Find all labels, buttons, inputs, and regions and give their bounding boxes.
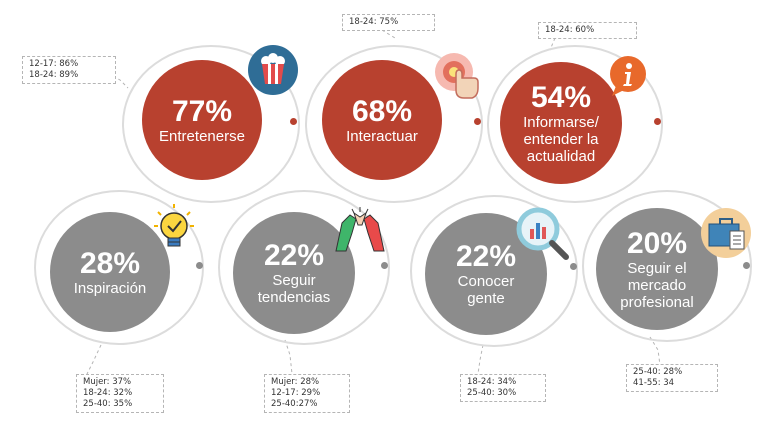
stat-circle-informarse: 54% Informarse/ entender la actualidad xyxy=(500,62,622,184)
lightbulb-icon xyxy=(152,202,196,257)
briefcase-icon xyxy=(700,207,752,264)
ring-dot xyxy=(381,262,388,269)
connector-2 xyxy=(381,29,396,39)
stat-label: Seguir tendencias xyxy=(257,272,331,306)
stat-percent: 20% xyxy=(626,226,688,260)
stat-label: Seguir el mercado profesional xyxy=(620,259,694,311)
ring-tendencias xyxy=(218,190,390,345)
ring-entretenerse xyxy=(122,45,300,203)
stat-percent: 77% xyxy=(171,94,233,128)
note-tendencias: Mujer: 28% 12-17: 29% 25-40:27% xyxy=(264,374,350,413)
stat-percent: 54% xyxy=(530,80,592,114)
ring-dot xyxy=(654,118,661,125)
stat-label: Interactuar xyxy=(346,127,418,145)
touch-hand-icon xyxy=(432,50,484,107)
stat-percent: 22% xyxy=(263,239,325,272)
stat-label: Entretenerse xyxy=(159,127,245,145)
note-inspiracion: Mujer: 37% 18-24: 32% 25-40: 35% xyxy=(76,374,164,413)
stat-percent: 28% xyxy=(79,246,141,280)
connector-3 xyxy=(549,37,556,51)
connector-6 xyxy=(477,344,484,375)
stat-label: Inspiración xyxy=(73,279,147,297)
ring-interactuar xyxy=(305,45,483,203)
connector-1 xyxy=(107,72,129,89)
ring-conocer xyxy=(410,195,578,347)
stat-circle-mercado: 20% Seguir el mercado profesional xyxy=(596,208,718,330)
connector-7 xyxy=(649,336,661,366)
ring-dot xyxy=(474,118,481,125)
connector-4 xyxy=(86,344,102,375)
high-five-icon xyxy=(332,205,388,258)
ring-informarse xyxy=(487,45,663,203)
note-interactuar: 18-24: 75% xyxy=(342,14,435,31)
connector-5 xyxy=(284,339,293,375)
ring-inspiracion xyxy=(34,190,204,345)
ring-dot xyxy=(570,263,577,270)
note-conocer: 18-24: 34% 25-40: 30% xyxy=(460,374,546,402)
stat-circle-tendencias: 22% Seguir tendencias xyxy=(233,212,355,334)
ring-mercado xyxy=(582,190,752,342)
stat-circle-inspiracion: 28% Inspiración xyxy=(50,212,170,332)
note-entretenerse: 12-17: 86% 18-24: 89% xyxy=(22,56,116,84)
note-mercado: 25-40: 28% 41-55: 34 xyxy=(626,364,718,392)
stat-percent: 68% xyxy=(351,94,413,128)
ring-dot xyxy=(743,262,750,269)
stat-label: Informarse/ entender la actualidad xyxy=(523,113,599,165)
ring-dot xyxy=(196,262,203,269)
ring-dot xyxy=(290,118,297,125)
note-informarse: 18-24: 60% xyxy=(538,22,637,39)
stat-circle-entretenerse: 77% Entretenerse xyxy=(142,60,262,180)
stat-label: Conocer gente xyxy=(457,273,515,307)
info-icon xyxy=(606,54,650,103)
popcorn-icon xyxy=(247,44,299,101)
magnifier-chart-icon xyxy=(516,207,570,266)
stat-percent: 22% xyxy=(455,240,517,273)
stat-circle-interactuar: 68% Interactuar xyxy=(322,60,442,180)
